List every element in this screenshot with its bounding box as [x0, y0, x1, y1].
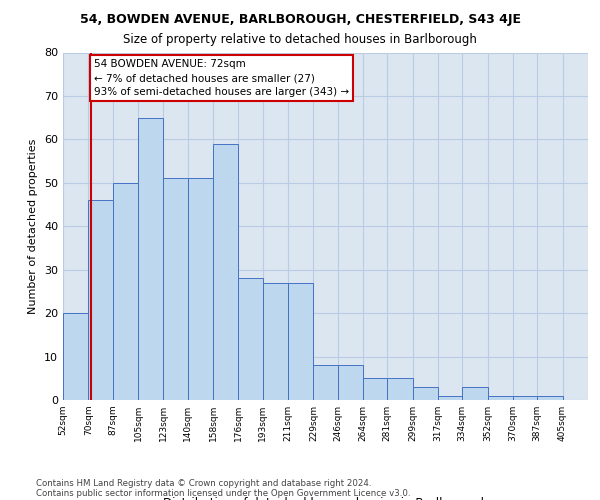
Text: 54, BOWDEN AVENUE, BARLBOROUGH, CHESTERFIELD, S43 4JE: 54, BOWDEN AVENUE, BARLBOROUGH, CHESTERF… — [79, 12, 521, 26]
Bar — [387, 378, 413, 400]
Bar — [438, 396, 462, 400]
Bar — [213, 144, 238, 400]
Bar — [138, 118, 163, 400]
Bar — [288, 282, 313, 400]
Bar — [163, 178, 188, 400]
Text: 54 BOWDEN AVENUE: 72sqm
← 7% of detached houses are smaller (27)
93% of semi-det: 54 BOWDEN AVENUE: 72sqm ← 7% of detached… — [94, 59, 349, 97]
Text: Size of property relative to detached houses in Barlborough: Size of property relative to detached ho… — [123, 32, 477, 46]
Bar — [513, 396, 537, 400]
Y-axis label: Number of detached properties: Number of detached properties — [28, 138, 38, 314]
Text: Contains HM Land Registry data © Crown copyright and database right 2024.: Contains HM Land Registry data © Crown c… — [36, 478, 371, 488]
Bar — [537, 396, 563, 400]
Bar — [263, 282, 288, 400]
Bar — [63, 313, 88, 400]
Bar — [462, 387, 488, 400]
Bar — [238, 278, 263, 400]
Bar — [363, 378, 387, 400]
Bar — [88, 200, 113, 400]
Text: Contains public sector information licensed under the Open Government Licence v3: Contains public sector information licen… — [36, 488, 410, 498]
Bar — [188, 178, 213, 400]
Bar — [413, 387, 438, 400]
X-axis label: Distribution of detached houses by size in Barlborough: Distribution of detached houses by size … — [163, 497, 488, 500]
Bar — [338, 365, 363, 400]
Bar — [488, 396, 513, 400]
Bar — [113, 183, 138, 400]
Bar — [313, 365, 338, 400]
